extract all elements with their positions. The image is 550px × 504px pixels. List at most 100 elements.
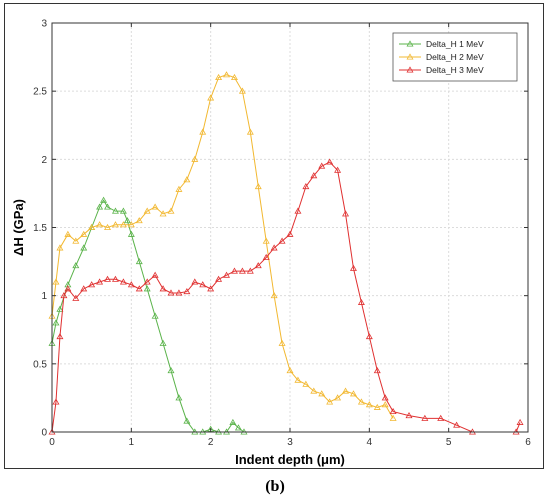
data-point <box>72 262 80 269</box>
legend-label: Delta_H 3 MeV <box>426 65 484 75</box>
data-point <box>405 412 413 419</box>
data-point <box>135 285 143 292</box>
data-point <box>104 223 112 231</box>
data-point <box>246 267 254 274</box>
data-point <box>64 281 72 288</box>
data-point <box>175 185 183 192</box>
data-point <box>191 155 199 162</box>
legend-item: Delta_H 1 MeV <box>399 39 484 49</box>
data-point <box>223 71 231 78</box>
legend-label: Delta_H 2 MeV <box>426 52 484 62</box>
data-point <box>135 257 143 265</box>
data-point <box>357 298 365 305</box>
data-point <box>175 394 183 401</box>
data-point <box>223 271 231 278</box>
data-point <box>262 237 270 244</box>
series-3 <box>48 158 524 435</box>
data-point <box>238 87 246 94</box>
data-point <box>349 390 357 397</box>
x-tick-label: 2 <box>208 437 214 448</box>
legend-item: Delta_H 3 MeV <box>399 65 484 75</box>
data-point <box>100 196 108 203</box>
data-point <box>151 203 159 210</box>
legend: Delta_H 1 MeV Delta_H 2 MeV Delta_H 3 MeV <box>392 32 518 82</box>
data-point <box>516 418 524 425</box>
data-point <box>183 287 191 295</box>
data-point <box>111 207 119 214</box>
y-tick-label: 2.5 <box>33 87 47 98</box>
data-point <box>191 278 199 285</box>
figure-frame: 0 1 2 3 4 5 6 0 0.5 1 1.5 2 2.5 3 Indent depth (μm) Δ… <box>4 3 544 469</box>
data-point <box>199 281 207 288</box>
data-point <box>127 221 135 228</box>
data-point <box>373 403 381 410</box>
y-tick-label: 2 <box>41 155 47 166</box>
data-point <box>365 332 373 340</box>
series-line <box>51 74 394 419</box>
series-2 <box>48 71 397 421</box>
legend-swatch-marker <box>406 66 414 73</box>
data-point <box>60 292 68 299</box>
data-point <box>143 207 151 214</box>
x-tick-label: 0 <box>49 437 55 448</box>
x-tick-label: 3 <box>287 437 293 448</box>
data-point <box>389 414 397 421</box>
data-point <box>143 278 151 285</box>
data-point <box>104 275 112 282</box>
data-point <box>310 387 318 394</box>
data-point <box>246 128 254 135</box>
data-point <box>270 244 278 251</box>
data-point <box>254 182 262 190</box>
legend-swatch-marker <box>406 40 414 47</box>
data-point <box>96 278 104 285</box>
data-point <box>334 394 342 401</box>
series-1 <box>48 196 248 435</box>
data-point <box>119 207 127 214</box>
y-tick-label: 1.5 <box>33 223 47 234</box>
data-point <box>64 285 72 292</box>
data-point <box>381 401 389 408</box>
data-point <box>127 281 135 288</box>
data-point <box>159 210 167 217</box>
data-point <box>183 417 191 424</box>
data-point <box>175 289 183 296</box>
data-point <box>254 262 262 269</box>
data-point <box>270 292 278 299</box>
data-point <box>342 387 350 394</box>
x-tick-label: 5 <box>446 437 452 448</box>
data-point <box>262 253 270 260</box>
data-point <box>119 221 127 228</box>
series-layer <box>48 71 524 435</box>
line-chart: 0 1 2 3 4 5 6 0 0.5 1 1.5 2 2.5 3 Indent depth (μm) Δ… <box>11 19 531 468</box>
data-point <box>453 421 461 428</box>
x-tick-label: 6 <box>525 437 531 448</box>
legend-box <box>392 32 518 82</box>
data-point <box>326 158 334 165</box>
data-point <box>342 210 350 217</box>
data-point <box>96 203 104 210</box>
data-point <box>167 207 175 214</box>
data-point <box>278 339 286 346</box>
x-tick-label: 4 <box>367 437 373 448</box>
data-point <box>56 332 64 340</box>
data-point <box>230 267 238 274</box>
data-point <box>104 203 112 210</box>
data-point <box>286 367 294 374</box>
data-point <box>230 73 238 81</box>
data-point <box>334 166 342 173</box>
data-point <box>135 217 143 224</box>
data-point <box>207 285 215 292</box>
legend-label: Delta_H 1 MeV <box>426 39 484 49</box>
data-point <box>381 394 389 401</box>
data-point <box>310 172 318 179</box>
data-point <box>127 230 135 237</box>
data-point <box>80 244 88 251</box>
data-point <box>199 128 207 135</box>
data-point <box>326 398 334 405</box>
x-tick-label: 1 <box>129 437 135 448</box>
data-point <box>183 176 191 183</box>
data-point <box>215 275 223 282</box>
data-point <box>88 281 96 288</box>
data-point <box>111 221 119 228</box>
data-point <box>437 414 445 421</box>
